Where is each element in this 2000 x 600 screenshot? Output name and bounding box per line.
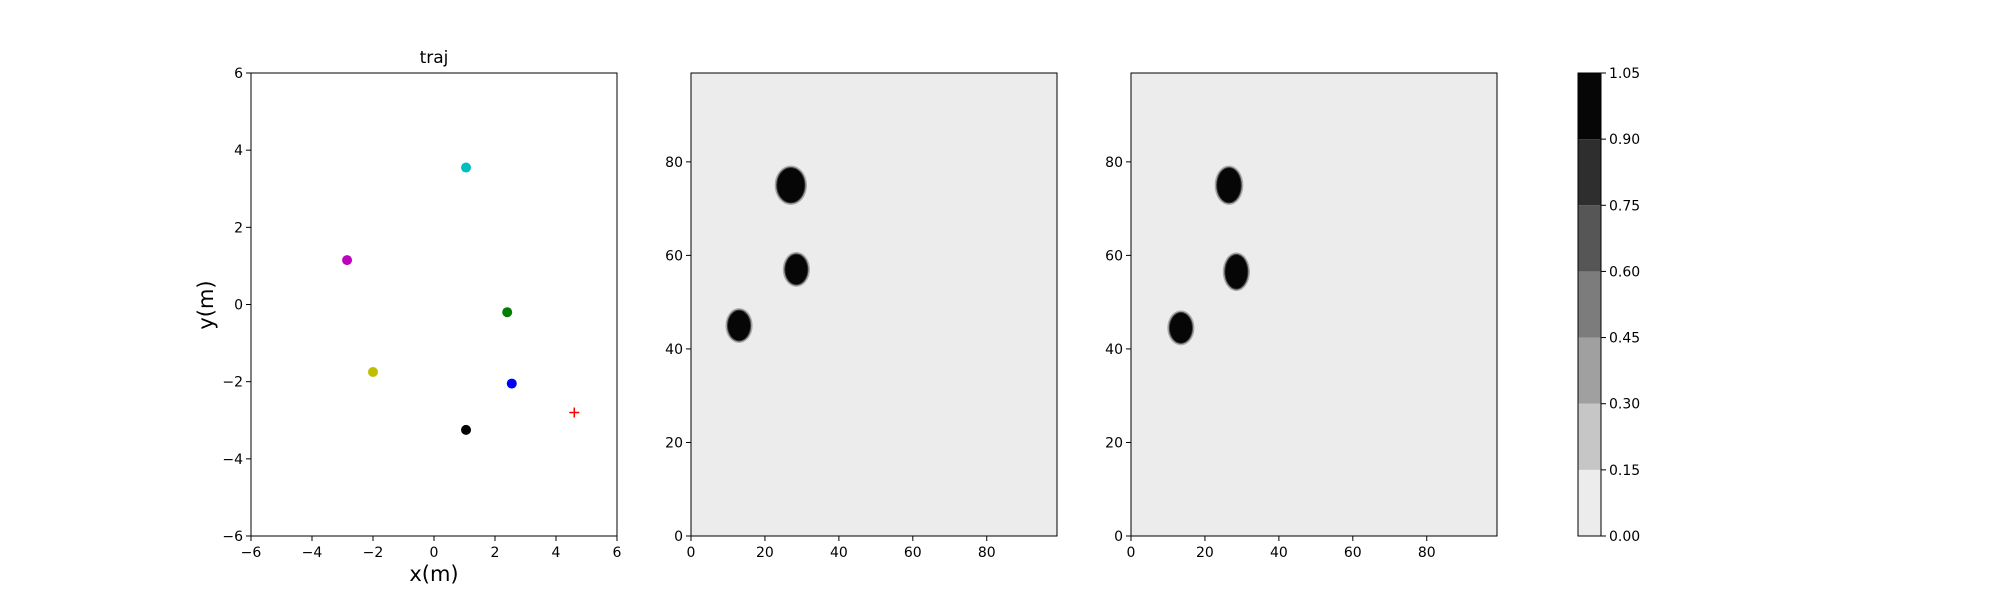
y-tick-label: −6 <box>222 529 243 545</box>
x-tick-label: 60 <box>1344 545 1362 561</box>
y-tick-label: 40 <box>665 342 683 358</box>
x-tick-label: 4 <box>552 545 561 561</box>
heatmap-blobs <box>725 165 810 344</box>
obstacle-blob <box>774 165 807 206</box>
y-tick-label: 0 <box>1114 529 1123 545</box>
x-axis-ticks: 0 20 40 60 80 <box>1127 536 1436 561</box>
y-tick-label: 20 <box>665 435 683 451</box>
y-tick-label: 80 <box>665 155 683 171</box>
obstacle-blob <box>725 308 753 344</box>
colorbar-frame <box>1577 72 1602 537</box>
x-tick-label: 80 <box>978 545 996 561</box>
x-tick-label: 20 <box>1196 545 1214 561</box>
plot-frame <box>1130 72 1498 537</box>
colorbar-ticks: 0.00 0.15 0.30 0.45 0.60 0.75 0.90 1.05 <box>1601 66 1640 545</box>
x-tick-label: 2 <box>491 545 500 561</box>
y-tick-label: 80 <box>1105 155 1123 171</box>
agent-point <box>502 307 513 318</box>
y-axis-label: y(m) <box>194 280 218 329</box>
x-tick-label: 0 <box>687 545 696 561</box>
x-tick-label: 40 <box>830 545 848 561</box>
colorbar-tick-label: 0.00 <box>1609 529 1640 545</box>
colorbar-band <box>1578 403 1601 470</box>
x-tick-label: 80 <box>1418 545 1436 561</box>
colorbar-bands <box>1578 73 1601 536</box>
x-tick-label: 20 <box>756 545 774 561</box>
y-tick-label: −2 <box>222 375 243 391</box>
colorbar-band <box>1578 73 1601 140</box>
y-tick-label: 6 <box>234 66 243 82</box>
agent-point <box>506 378 517 389</box>
scatter-points <box>342 162 580 435</box>
colorbar-tick-label: 0.90 <box>1609 132 1640 148</box>
colorbar-band <box>1578 337 1601 404</box>
agent-point <box>368 367 378 378</box>
heatmap-plot-2: 0 20 40 60 80 0 20 40 60 80 <box>1105 72 1498 561</box>
x-tick-label: −4 <box>302 545 323 561</box>
colorbar-band <box>1578 469 1601 536</box>
obstacle-blob <box>782 251 810 287</box>
x-tick-label: 40 <box>1270 545 1288 561</box>
agent-point <box>342 255 353 266</box>
x-tick-label: −2 <box>363 545 384 561</box>
obstacle-blob <box>1222 252 1250 292</box>
x-axis-ticks: 0 20 40 60 80 <box>687 536 996 561</box>
trajectory-plot: traj −6 −4 −2 0 2 4 6 −6 −4 −2 0 2 4 6 x(m) y(m) <box>194 48 622 586</box>
colorbar-tick-label: 1.05 <box>1609 66 1640 82</box>
plot-frame <box>690 72 1058 537</box>
heatmap-background <box>691 73 1057 536</box>
colorbar: 0.00 0.15 0.30 0.45 0.60 0.75 0.90 1.05 <box>1577 66 1640 545</box>
heatmap-background <box>1131 73 1497 536</box>
x-axis-label: x(m) <box>409 562 458 586</box>
y-axis-ticks: −6 −4 −2 0 2 4 6 <box>222 66 251 545</box>
obstacle-blob <box>1167 310 1195 346</box>
colorbar-tick-label: 0.60 <box>1609 264 1640 280</box>
heatmap-blobs <box>1167 165 1250 346</box>
x-tick-label: 0 <box>430 545 439 561</box>
agent-point <box>461 424 472 435</box>
y-tick-label: 2 <box>234 220 243 236</box>
plot-frame <box>250 72 618 537</box>
y-tick-label: −4 <box>222 452 243 468</box>
x-tick-label: 6 <box>613 545 622 561</box>
y-tick-label: 60 <box>665 248 683 264</box>
x-tick-label: −6 <box>241 545 262 561</box>
colorbar-band <box>1578 139 1601 206</box>
y-tick-label: 0 <box>234 298 243 314</box>
colorbar-tick-label: 0.75 <box>1609 198 1640 214</box>
y-tick-label: 40 <box>1105 342 1123 358</box>
colorbar-band <box>1578 271 1601 338</box>
plot-title: traj <box>420 48 449 68</box>
y-tick-label: 60 <box>1105 248 1123 264</box>
x-tick-label: 60 <box>904 545 922 561</box>
colorbar-tick-label: 0.15 <box>1609 463 1640 479</box>
y-tick-label: 0 <box>674 529 683 545</box>
colorbar-tick-label: 0.45 <box>1609 331 1640 347</box>
y-axis-ticks: 0 20 40 60 80 <box>1105 155 1131 545</box>
colorbar-tick-label: 0.30 <box>1609 397 1640 413</box>
x-tick-label: 0 <box>1127 545 1136 561</box>
colorbar-band <box>1578 205 1601 272</box>
obstacle-blob <box>1214 165 1244 206</box>
y-axis-ticks: 0 20 40 60 80 <box>665 155 691 545</box>
y-tick-label: 20 <box>1105 435 1123 451</box>
agent-point <box>461 162 472 173</box>
x-axis-ticks: −6 −4 −2 0 2 4 6 <box>241 536 622 561</box>
goal-marker <box>569 407 580 418</box>
heatmap-plot-1: 0 20 40 60 80 0 20 40 60 80 <box>665 72 1058 561</box>
y-tick-label: 4 <box>234 143 243 159</box>
